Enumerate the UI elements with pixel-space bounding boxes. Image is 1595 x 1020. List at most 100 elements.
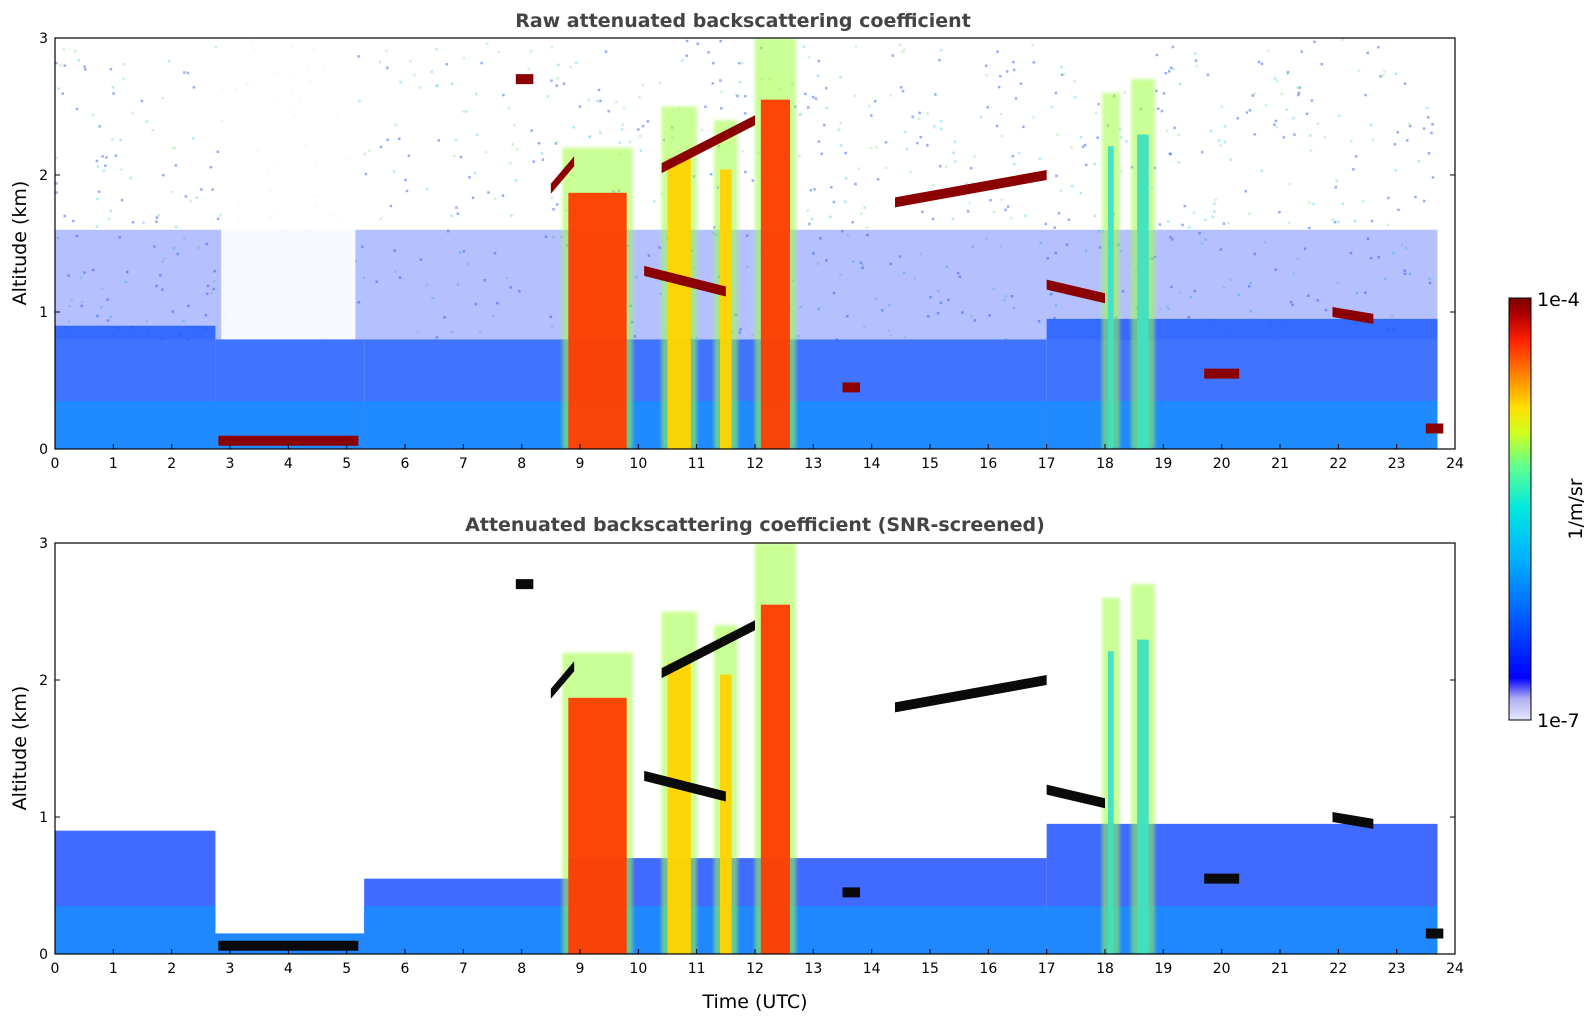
noise-speckle (1383, 70, 1386, 73)
noise-speckle (1431, 176, 1435, 179)
noise-speckle (1370, 219, 1374, 223)
noise-speckle (1193, 289, 1196, 293)
noise-speckle (107, 217, 111, 221)
noise-speckle (1295, 86, 1299, 89)
noise-speckle (1074, 96, 1077, 99)
noise-speckle (909, 170, 912, 174)
noise-speckle (1377, 255, 1380, 259)
noise-speckle (1057, 211, 1061, 215)
raw-panel-title: Raw attenuated backscattering coefficien… (515, 10, 971, 32)
noise-speckle (157, 214, 160, 217)
noise-speckle (696, 42, 700, 46)
noise-speckle (578, 105, 582, 108)
x-tick-label: 23 (1388, 456, 1406, 472)
noise-speckle (1273, 77, 1277, 80)
noise-speckle (635, 275, 638, 279)
noise-speckle (419, 258, 423, 261)
noise-speckle (1181, 223, 1184, 227)
noise-speckle (1192, 211, 1196, 214)
noise-speckle (1188, 225, 1191, 229)
noise-speckle (638, 95, 641, 99)
x-tick-label: 9 (576, 961, 585, 977)
noise-speckle (875, 146, 878, 149)
noise-speckle (425, 283, 429, 287)
noise-speckle (527, 67, 530, 71)
noise-speckle (905, 147, 909, 151)
noise-speckle (1212, 210, 1216, 213)
noise-speckle (79, 276, 83, 280)
noise-speckle (462, 56, 466, 60)
x-tick-label: 11 (688, 961, 706, 977)
noise-speckle (493, 197, 497, 201)
noise-speckle (1406, 139, 1409, 142)
mid-cloud (644, 770, 726, 802)
noise-speckle (921, 210, 924, 214)
noise-speckle (685, 39, 689, 43)
noise-speckle (1183, 204, 1187, 208)
noise-speckle (1381, 74, 1385, 77)
noise-speckle (1341, 202, 1345, 205)
noise-speckle (1097, 229, 1101, 233)
noise-speckle (865, 226, 869, 229)
noise-speckle (183, 237, 186, 240)
noise-speckle (863, 206, 866, 209)
noise-speckle (454, 138, 458, 142)
noise-speckle (607, 110, 610, 113)
noise-speckle (56, 236, 60, 240)
noise-speckle (832, 291, 836, 295)
noise-speckle (416, 330, 419, 333)
noise-speckle (874, 297, 878, 301)
noise-speckle (462, 250, 466, 253)
colorbar-max-label: 1e-4 (1537, 289, 1580, 311)
noise-speckle (98, 125, 101, 128)
noise-speckle (1397, 208, 1400, 212)
noise-speckle (109, 315, 113, 318)
noise-speckle (738, 331, 741, 334)
noise-speckle (514, 179, 518, 182)
noise-speckle (999, 112, 1003, 116)
noise-speckle (1223, 125, 1227, 128)
noise-speckle (1287, 221, 1291, 225)
low-cloud (842, 887, 860, 898)
noise-speckle (55, 61, 58, 65)
noise-speckle (1012, 68, 1016, 72)
noise-speckle (1223, 140, 1227, 144)
noise-speckle (1219, 144, 1222, 147)
noise-speckle (1222, 222, 1226, 225)
noise-speckle (940, 48, 943, 52)
noise-speckle (455, 206, 458, 209)
noise-speckle (1422, 127, 1426, 130)
noise-speckle (817, 59, 821, 63)
noise-speckle (1371, 138, 1375, 141)
noise-speckle (77, 59, 81, 62)
noise-speckle (1062, 72, 1066, 76)
noise-speckle (1316, 122, 1320, 125)
low-cloud (1204, 368, 1240, 379)
noise-speckle (639, 149, 643, 152)
noise-speckle (818, 237, 822, 240)
noise-speckle (171, 146, 175, 150)
noise-speckle (63, 214, 67, 218)
mid-cloud (1046, 784, 1105, 809)
noise-speckle (1204, 218, 1207, 221)
noise-speckle (859, 261, 863, 265)
noise-speckle (604, 50, 608, 53)
noise-speckle (458, 251, 462, 254)
noise-speckle (1309, 134, 1312, 137)
noise-speckle (158, 274, 162, 277)
noise-speckle (1022, 125, 1025, 129)
noise-speckle (1379, 75, 1382, 78)
noise-speckle (456, 212, 460, 215)
noise-speckle (807, 56, 811, 59)
noise-speckle (966, 210, 970, 213)
noise-speckle (1273, 123, 1276, 126)
noise-speckle (809, 189, 813, 192)
noise-speckle (1039, 241, 1042, 245)
noise-speckle (105, 156, 108, 159)
noise-speckle (1194, 52, 1197, 55)
noise-speckle (505, 276, 509, 280)
noise-speckle (646, 120, 650, 123)
noise-speckle (888, 304, 891, 307)
noise-speckle (443, 316, 446, 319)
noise-speckle (709, 172, 713, 176)
